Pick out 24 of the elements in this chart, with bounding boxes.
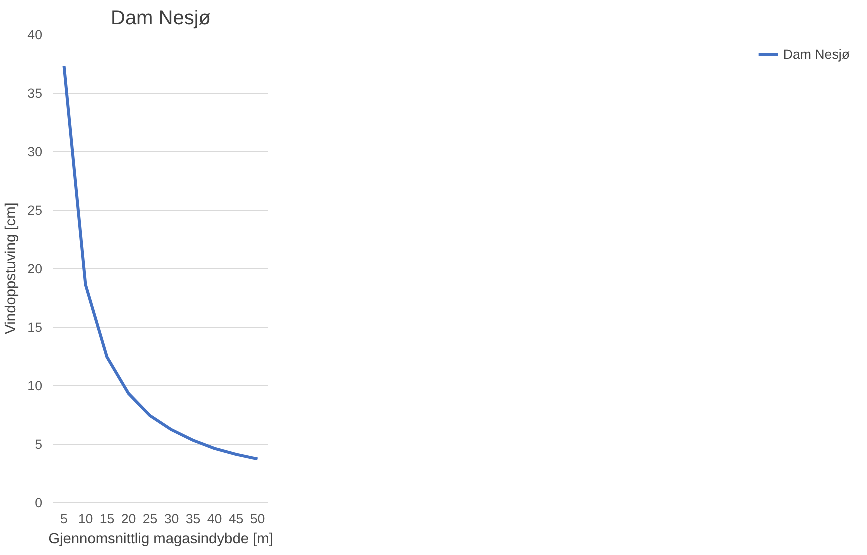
x-tick-label: 35: [186, 512, 201, 526]
line-series: [62, 64, 260, 461]
x-tick-label: 10: [78, 512, 94, 526]
y-tick-label: 0: [35, 496, 43, 510]
x-tick-label: 30: [164, 512, 180, 526]
x-tick-label: 5: [60, 512, 68, 526]
x-axis-title: Gjennomsnittlig magasindybde [m]: [48, 532, 274, 548]
x-tick-label: 25: [142, 512, 158, 526]
y-tick-label: 35: [28, 86, 43, 101]
x-tick-label: 45: [228, 512, 244, 526]
chart-title: Dam Nesjø: [110, 8, 212, 30]
x-tick-label: 15: [100, 512, 115, 526]
y-tick-label: 5: [35, 437, 43, 452]
y-tick-label: 10: [28, 378, 43, 394]
legend-label: Dam Nesjø: [783, 46, 850, 62]
x-tick-label: 20: [121, 512, 136, 526]
x-tick-label: 50: [250, 512, 266, 526]
y-axis-title: Vindoppstuving [cm]: [4, 202, 20, 334]
y-tick-label: 20: [28, 262, 43, 276]
x-tick-label: 40: [207, 512, 222, 526]
y-tick-label: 25: [28, 203, 43, 218]
y-tick-label: 40: [28, 28, 43, 42]
y-tick-label: 30: [28, 144, 43, 160]
y-tick-label: 15: [28, 320, 43, 335]
